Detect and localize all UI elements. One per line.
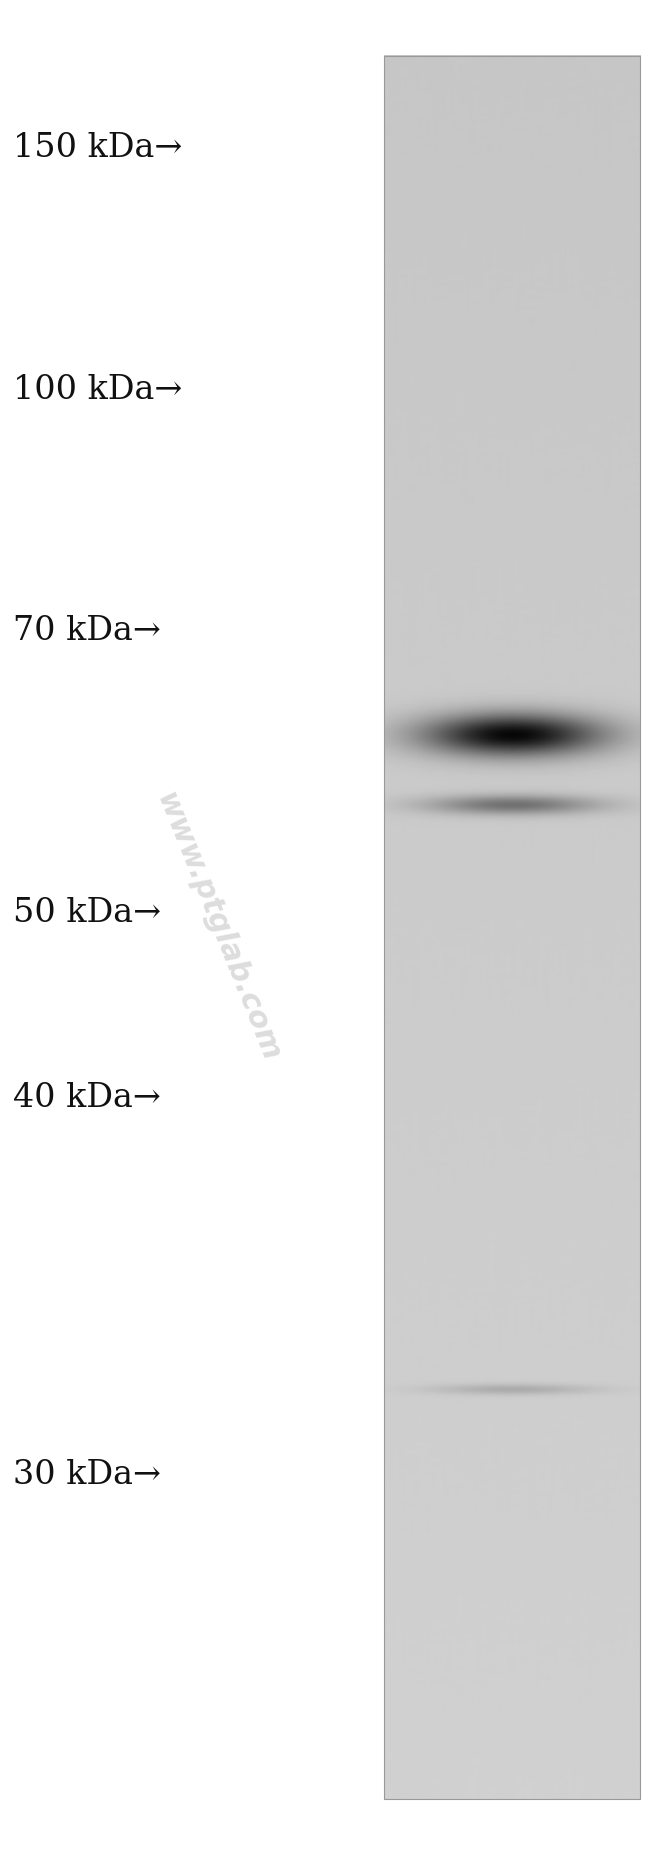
Bar bbox=[384, 56, 640, 1799]
Text: 70 kDa→: 70 kDa→ bbox=[13, 614, 161, 647]
Text: 50 kDa→: 50 kDa→ bbox=[13, 896, 161, 929]
Text: 40 kDa→: 40 kDa→ bbox=[13, 1081, 161, 1115]
Text: 30 kDa→: 30 kDa→ bbox=[13, 1458, 161, 1491]
Text: 100 kDa→: 100 kDa→ bbox=[13, 373, 183, 406]
Text: www.ptglab.com: www.ptglab.com bbox=[150, 788, 285, 1067]
Text: 150 kDa→: 150 kDa→ bbox=[13, 132, 183, 165]
